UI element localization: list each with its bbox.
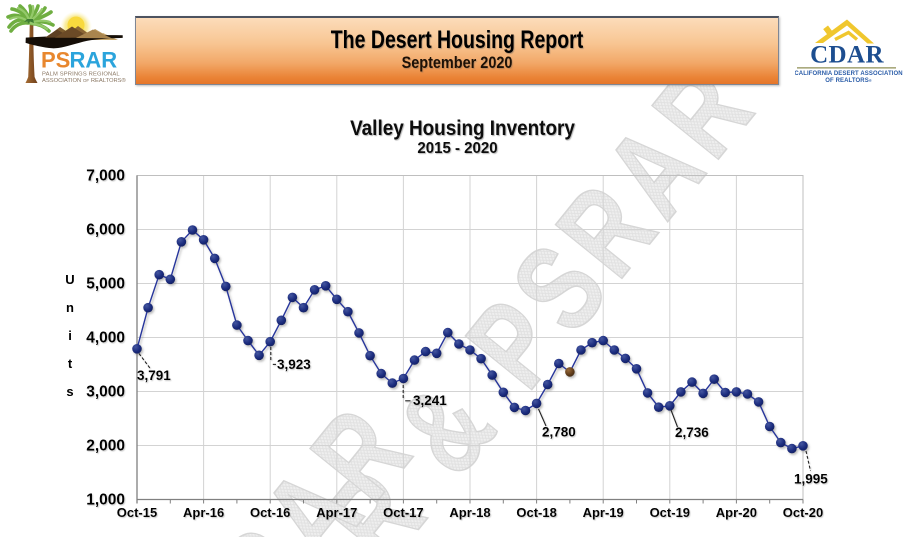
svg-text:7,000: 7,000 xyxy=(86,168,125,185)
svg-text:2,000: 2,000 xyxy=(86,438,125,455)
svg-text:1,000: 1,000 xyxy=(86,492,125,509)
svg-text:CDAR: CDAR xyxy=(810,42,884,69)
svg-text:Oct-18: Oct-18 xyxy=(516,505,556,520)
svg-text:3,923: 3,923 xyxy=(277,357,311,372)
svg-text:2,780: 2,780 xyxy=(542,425,576,440)
svg-text:1,995: 1,995 xyxy=(794,472,828,487)
svg-text:5,000: 5,000 xyxy=(86,276,125,293)
svg-text:OF REALTORS®: OF REALTORS® xyxy=(825,78,872,84)
svg-text:6,000: 6,000 xyxy=(86,222,125,239)
svg-text:Apr-16: Apr-16 xyxy=(183,505,224,520)
svg-text:Oct-19: Oct-19 xyxy=(650,505,690,520)
svg-text:Apr-20: Apr-20 xyxy=(716,505,757,520)
svg-text:Apr-18: Apr-18 xyxy=(449,505,490,520)
svg-text:ASSOCIATION OF REALTORS®: ASSOCIATION OF REALTORS® xyxy=(42,77,127,84)
svg-text:CALIFORNIA DESERT ASSOCIATION: CALIFORNIA DESERT ASSOCIATION xyxy=(795,71,903,77)
svg-text:Apr-17: Apr-17 xyxy=(316,505,357,520)
svg-text:PALM SPRINGS REGIONAL: PALM SPRINGS REGIONAL xyxy=(42,72,120,78)
svg-text:RAR: RAR xyxy=(70,48,118,73)
svg-text:Apr-19: Apr-19 xyxy=(583,505,624,520)
svg-text:Oct-16: Oct-16 xyxy=(250,505,290,520)
svg-text:4,000: 4,000 xyxy=(86,330,125,347)
svg-text:2,736: 2,736 xyxy=(675,425,709,440)
svg-text:3,791: 3,791 xyxy=(137,368,171,383)
svg-text:PS: PS xyxy=(41,48,70,73)
svg-text:Oct-17: Oct-17 xyxy=(383,505,423,520)
svg-text:Oct-20: Oct-20 xyxy=(783,505,823,520)
svg-text:3,241: 3,241 xyxy=(413,393,447,408)
svg-text:3,000: 3,000 xyxy=(86,384,125,401)
svg-text:Oct-15: Oct-15 xyxy=(117,505,157,520)
